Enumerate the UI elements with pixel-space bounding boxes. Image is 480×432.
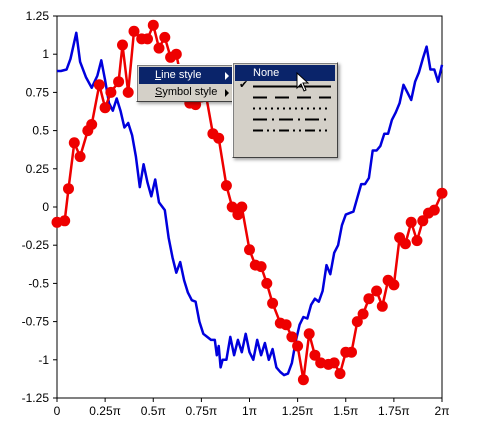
data-point[interactable] [255, 261, 267, 273]
dashdot-line-icon [253, 118, 331, 121]
data-point[interactable] [436, 187, 448, 199]
y-tick-label: -0.75 [22, 315, 50, 329]
data-point[interactable] [170, 48, 182, 60]
data-point[interactable] [159, 31, 171, 43]
data-point[interactable] [236, 201, 248, 213]
y-tick-label: 0.25 [26, 162, 50, 176]
data-point[interactable] [59, 215, 71, 227]
line-style-dashdot[interactable] [235, 114, 335, 125]
data-point[interactable] [68, 137, 80, 149]
data-point[interactable] [128, 25, 140, 37]
data-point[interactable] [363, 293, 375, 305]
data-point[interactable] [351, 316, 363, 328]
data-point[interactable] [376, 300, 388, 312]
menu-item-label: Line style [155, 69, 202, 81]
x-axis: 0 0.25π 0.5π 0.75π 1π 1.25π 1.5π 1.75π 2π [54, 398, 450, 418]
dot-line-icon [253, 107, 331, 110]
data-point[interactable] [399, 238, 411, 250]
data-point[interactable] [105, 86, 117, 98]
dash-line-icon [253, 96, 331, 99]
data-point[interactable] [261, 277, 273, 289]
y-axis: 1.25 1 0.75 0.5 0.25 0 -0.25 -0.5 -0.75 -1 -1.25 [22, 9, 57, 405]
x-tick-label: 1.5π [333, 404, 358, 418]
x-tick-label: 0.25π [89, 404, 121, 418]
data-point[interactable] [74, 151, 86, 163]
line-style-solid[interactable]: ✔ [235, 79, 335, 92]
series-line[interactable] [57, 31, 444, 377]
line-style-dashdotdot[interactable] [235, 125, 335, 136]
data-point[interactable] [328, 357, 340, 369]
submenu-arrow-icon [225, 72, 229, 80]
y-tick-label: 1.25 [26, 9, 50, 23]
submenu-arrow-icon [225, 89, 229, 97]
line-style-dot[interactable] [235, 103, 335, 114]
y-tick-label: 0 [42, 200, 49, 214]
y-tick-label: -1.25 [22, 391, 50, 405]
y-tick-label: 1 [42, 47, 49, 61]
data-point[interactable] [213, 132, 225, 144]
series-layer [51, 19, 448, 386]
data-point[interactable] [280, 319, 292, 331]
mouse-cursor-icon [296, 72, 310, 92]
data-point[interactable] [99, 102, 111, 114]
line-style-submenu: None ✔ [232, 62, 338, 158]
data-point[interactable] [147, 19, 159, 31]
data-point[interactable] [153, 42, 165, 54]
y-tick-label: 0.75 [26, 85, 50, 99]
data-point[interactable] [117, 39, 128, 51]
x-tick-label: 0.5π [141, 404, 166, 418]
data-point[interactable] [286, 331, 298, 343]
line-style-none[interactable]: None [235, 65, 335, 81]
data-point[interactable] [417, 215, 429, 227]
x-tick-label: 1π [242, 404, 257, 418]
data-point[interactable] [113, 76, 125, 88]
data-point[interactable] [405, 216, 417, 228]
x-tick-label: 0 [54, 404, 61, 418]
data-point[interactable] [220, 180, 232, 192]
data-point[interactable] [142, 33, 153, 45]
data-point[interactable] [226, 201, 238, 213]
series-1[interactable] [51, 19, 448, 386]
data-point[interactable] [309, 349, 321, 361]
data-point[interactable] [303, 328, 315, 340]
dashdotdot-line-icon [253, 129, 331, 132]
line-style-none-label: None [253, 67, 280, 79]
data-point[interactable] [357, 308, 369, 320]
y-tick-label: -0.25 [22, 238, 50, 252]
check-icon: ✔ [239, 79, 249, 91]
menu-item-symbol-style[interactable]: Symbol style [139, 84, 233, 101]
data-point[interactable] [334, 368, 346, 380]
data-point[interactable] [371, 285, 383, 297]
x-tick-label: 0.75π [186, 404, 218, 418]
y-tick-label: 0.5 [32, 124, 49, 138]
context-menu: Line style Symbol style [136, 64, 236, 102]
series-0[interactable] [57, 31, 444, 377]
y-tick-label: -1 [38, 353, 49, 367]
x-tick-label: 1.75π [378, 404, 410, 418]
data-point[interactable] [244, 244, 255, 256]
x-tick-label: 2π [435, 404, 450, 418]
data-point[interactable] [267, 297, 279, 309]
x-tick-label: 1.25π [282, 404, 314, 418]
menu-item-line-style[interactable]: Line style [139, 67, 233, 84]
line-style-dash[interactable] [235, 92, 335, 103]
menu-item-label: Symbol style [155, 86, 218, 98]
data-point[interactable] [86, 119, 98, 130]
data-point[interactable] [346, 346, 357, 358]
data-point[interactable] [93, 79, 105, 91]
data-point[interactable] [388, 279, 400, 291]
data-point[interactable] [297, 374, 309, 386]
data-point[interactable] [428, 204, 440, 216]
solid-line-icon [253, 85, 331, 88]
data-point[interactable] [122, 86, 134, 98]
data-point[interactable] [292, 340, 304, 352]
data-point[interactable] [63, 183, 74, 195]
data-point[interactable] [411, 235, 423, 247]
y-tick-label: -0.5 [28, 276, 49, 290]
